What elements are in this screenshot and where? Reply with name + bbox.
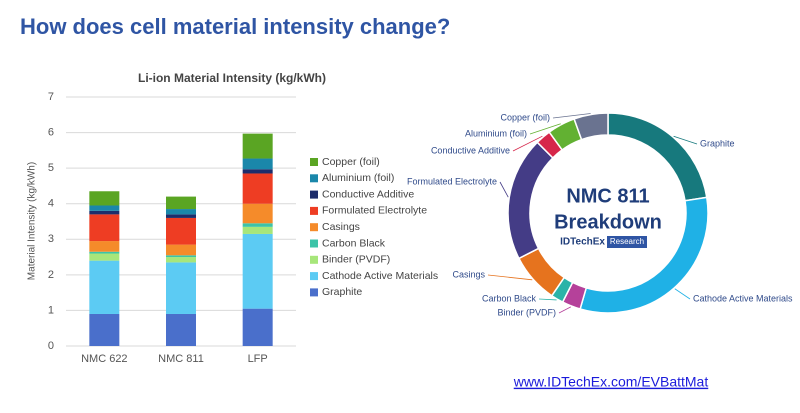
bar-segment: [166, 196, 196, 210]
logo-tag: Research: [610, 237, 644, 246]
bar-segment: [89, 191, 120, 206]
y-tick-label: 4: [48, 198, 54, 210]
x-tick-label: NMC 811: [158, 353, 204, 365]
slice-label: Casings: [452, 269, 485, 279]
legend-label: Conductive Additive: [322, 188, 414, 200]
legend-label: Casings: [322, 221, 360, 233]
bar-segment: [166, 214, 196, 218]
bar-segment: [242, 203, 273, 224]
bar-segment: [242, 133, 273, 159]
center-label: Breakdown: [554, 211, 662, 233]
bar-segment: [166, 313, 196, 346]
logo-name: IDTechEx: [560, 237, 605, 248]
donut-slice: [573, 112, 609, 141]
slide-title: How does cell material intensity change?: [20, 14, 450, 39]
bar-segment: [166, 262, 196, 314]
legend-swatch: [310, 288, 318, 297]
bar-segment: [89, 251, 120, 254]
bar-segment: [166, 217, 196, 245]
leader-line: [674, 288, 691, 300]
leader-line: [673, 135, 698, 145]
legend-swatch: [310, 158, 318, 166]
y-tick-label: 1: [48, 304, 54, 316]
legend-label: Aluminium (foil): [322, 172, 394, 184]
legend-swatch: [310, 190, 318, 199]
bar-segment: [166, 255, 196, 258]
bar-segment: [166, 257, 196, 263]
bar-segment: [166, 244, 196, 256]
bar-segment: [242, 233, 273, 309]
bar-segment: [242, 308, 273, 346]
legend-swatch: [310, 206, 318, 215]
bar-segment: [89, 260, 120, 314]
legend-label: Carbon Black: [322, 237, 386, 249]
bar-segment: [242, 158, 273, 170]
leader-line: [552, 113, 591, 119]
y-tick-label: 7: [48, 91, 54, 103]
center-label: NMC 811: [566, 185, 649, 207]
footer-link[interactable]: www.IDTechEx.com/EVBattMat: [513, 374, 709, 390]
y-axis-label: Material Intensity (kg/kWh): [27, 162, 38, 280]
legend-label: Binder (PVDF): [322, 254, 390, 266]
leader-line: [512, 135, 543, 152]
slice-label: Formulated Electrolyte: [407, 176, 497, 186]
legend-label: Copper (foil): [322, 156, 380, 168]
slice-label: Conductive Additive: [431, 145, 510, 155]
slice-label: Copper (foil): [500, 112, 550, 122]
leader-line: [487, 274, 533, 281]
bar-segment: [166, 209, 196, 215]
slice-label: Binder (PVDF): [497, 307, 556, 317]
bar-segment: [242, 223, 273, 227]
bar-segment: [89, 214, 120, 242]
bar-segment: [89, 210, 120, 215]
slice-label: Graphite: [700, 138, 735, 148]
logo-box: [607, 236, 647, 248]
slice-label: Carbon Black: [482, 293, 537, 303]
legend-swatch: [310, 255, 318, 264]
bar-segment: [89, 205, 120, 211]
leader-line: [529, 123, 561, 135]
chart-title: Li-ion Material Intensity (kg/kWh): [138, 71, 326, 85]
x-tick-label: LFP: [248, 353, 268, 365]
slice-label: Aluminium (foil): [465, 128, 527, 138]
y-tick-label: 2: [48, 269, 54, 281]
bar-segment: [242, 169, 273, 174]
legend-swatch: [310, 239, 318, 248]
slice-label: Cathode Active Materials: [693, 293, 793, 303]
legend-label: Cathode Active Materials: [322, 270, 438, 282]
legend-swatch: [310, 223, 318, 232]
legend-label: Formulated Electrolyte: [322, 205, 427, 217]
donut-slice: [507, 141, 554, 260]
bar-segment: [242, 226, 273, 234]
leader-line: [499, 181, 509, 198]
y-tick-label: 0: [48, 340, 54, 352]
bar-segment: [89, 241, 120, 252]
legend-swatch: [310, 174, 318, 183]
x-tick-label: NMC 622: [81, 353, 127, 365]
leader-line: [558, 306, 572, 314]
legend-label: Graphite: [322, 286, 362, 298]
y-tick-label: 5: [48, 162, 54, 174]
bar-segment: [89, 253, 120, 261]
bar-segment: [242, 173, 273, 204]
leader-line: [538, 298, 557, 301]
y-tick-label: 6: [48, 126, 54, 138]
bar-segment: [89, 313, 120, 346]
legend-swatch: [310, 272, 318, 281]
y-tick-label: 3: [48, 233, 54, 245]
